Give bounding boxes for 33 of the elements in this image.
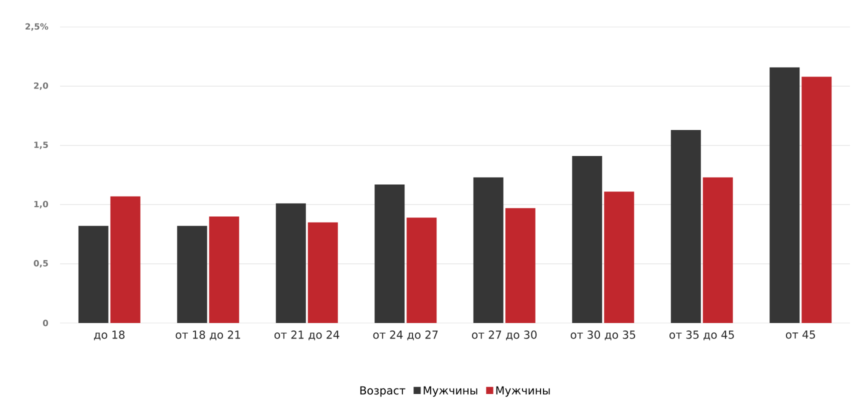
- bar: [374, 184, 405, 323]
- y-tick-label: 0: [42, 320, 48, 326]
- x-tick-label: от 27 до 30: [472, 330, 537, 340]
- y-tick-label: 0,5: [34, 260, 48, 268]
- bar: [110, 196, 140, 323]
- bar: [209, 216, 240, 323]
- bar: [78, 226, 108, 323]
- x-tick-label: от 30 до 35: [570, 330, 636, 340]
- y-tick-label: 2,0: [34, 82, 48, 90]
- y-tick-label: 2,5%: [26, 23, 48, 31]
- bar: [473, 177, 504, 323]
- y-tick-label: 1,5: [34, 142, 48, 150]
- bar: [802, 76, 832, 323]
- x-tick-label: от 18 до 21: [176, 330, 240, 340]
- bar: [177, 226, 208, 323]
- bar: [770, 67, 800, 323]
- bar: [604, 192, 634, 323]
- legend-label: Мужчины: [496, 386, 550, 397]
- x-tick-label: от 35 до 45: [670, 330, 734, 340]
- bar: [276, 203, 306, 323]
- x-tick-label: от 24 до 27: [373, 330, 438, 340]
- bar: [572, 156, 602, 323]
- legend-title: Возраст: [360, 386, 406, 397]
- legend-label: Мужчины: [424, 386, 478, 397]
- y-tick-label: 1,0: [34, 200, 48, 208]
- x-tick-label: до 18: [94, 330, 125, 340]
- bar: [702, 177, 733, 323]
- x-tick-label: от 21 до 24: [274, 330, 340, 340]
- bar: [670, 130, 701, 323]
- x-tick-label: от 45: [786, 330, 815, 339]
- bar: [505, 208, 536, 323]
- bar: [308, 222, 338, 323]
- bar: [406, 218, 437, 323]
